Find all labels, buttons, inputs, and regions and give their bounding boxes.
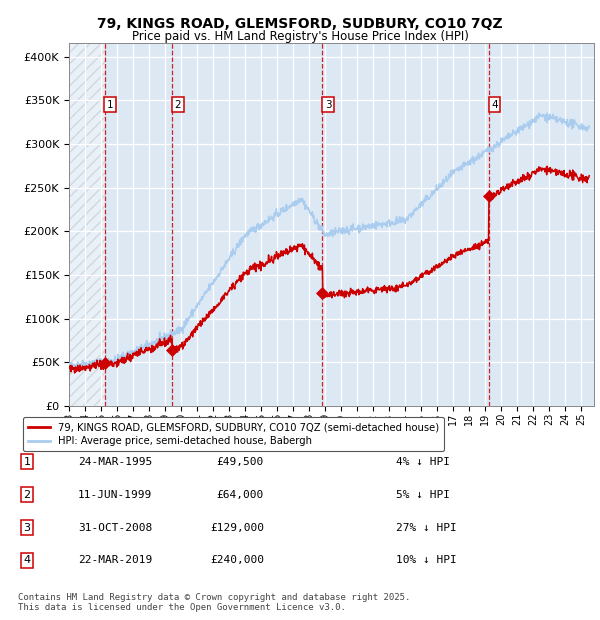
Text: 24-MAR-1995: 24-MAR-1995 [78,457,152,467]
Text: 4% ↓ HPI: 4% ↓ HPI [396,457,450,467]
Text: £49,500: £49,500 [217,457,264,467]
Text: 10% ↓ HPI: 10% ↓ HPI [396,556,457,565]
Text: 1: 1 [107,100,114,110]
Text: 22-MAR-2019: 22-MAR-2019 [78,556,152,565]
Text: Contains HM Land Registry data © Crown copyright and database right 2025.
This d: Contains HM Land Registry data © Crown c… [18,593,410,612]
Legend: 79, KINGS ROAD, GLEMSFORD, SUDBURY, CO10 7QZ (semi-detached house), HPI: Average: 79, KINGS ROAD, GLEMSFORD, SUDBURY, CO10… [23,417,444,451]
Text: 11-JUN-1999: 11-JUN-1999 [78,490,152,500]
Text: 79, KINGS ROAD, GLEMSFORD, SUDBURY, CO10 7QZ: 79, KINGS ROAD, GLEMSFORD, SUDBURY, CO10… [97,17,503,32]
Bar [69,43,104,406]
Text: Price paid vs. HM Land Registry's House Price Index (HPI): Price paid vs. HM Land Registry's House … [131,30,469,43]
Text: £64,000: £64,000 [217,490,264,500]
Text: 2: 2 [175,100,181,110]
Text: 3: 3 [325,100,331,110]
Text: 3: 3 [23,523,31,533]
Text: 4: 4 [491,100,498,110]
Text: 27% ↓ HPI: 27% ↓ HPI [396,523,457,533]
Text: 1: 1 [23,457,31,467]
Text: 31-OCT-2008: 31-OCT-2008 [78,523,152,533]
Text: £129,000: £129,000 [210,523,264,533]
Text: 2: 2 [23,490,31,500]
Text: £240,000: £240,000 [210,556,264,565]
Text: 4: 4 [23,556,31,565]
Text: 5% ↓ HPI: 5% ↓ HPI [396,490,450,500]
